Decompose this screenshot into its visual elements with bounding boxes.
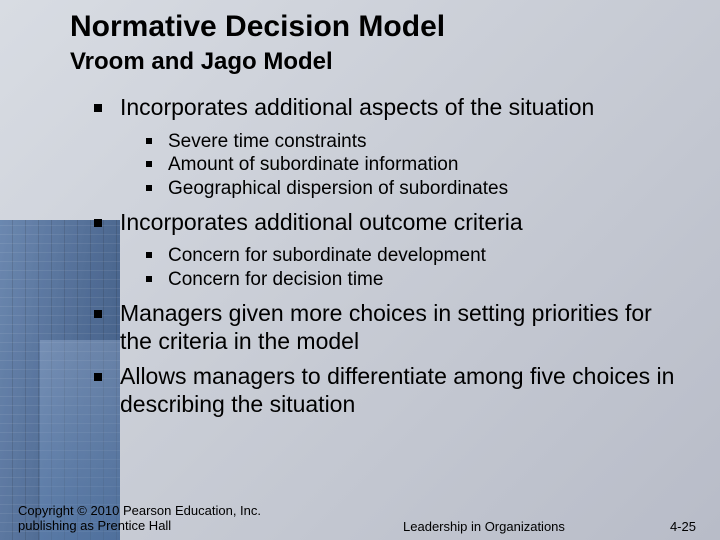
sub-bullet-item: Geographical dispersion of subordinates <box>168 177 690 201</box>
bullet-text: Managers given more choices in setting p… <box>120 300 652 354</box>
bullet-item: Incorporates additional outcome criteria… <box>120 209 690 292</box>
footer-page-number: 4-25 <box>670 519 696 534</box>
bullet-text: Allows managers to differentiate among f… <box>120 363 674 417</box>
sub-bullet-item: Amount of subordinate information <box>168 153 690 177</box>
footer-center-text: Leadership in Organizations <box>403 519 565 534</box>
slide-content: Normative Decision Model Vroom and Jago … <box>0 0 720 418</box>
footer-copyright: Copyright © 2010 Pearson Education, Inc.… <box>18 503 298 534</box>
bullet-text: Incorporates additional outcome criteria <box>120 209 523 235</box>
bullet-item: Managers given more choices in setting p… <box>120 300 690 355</box>
slide-footer: Copyright © 2010 Pearson Education, Inc.… <box>0 503 720 534</box>
bullet-item: Incorporates additional aspects of the s… <box>120 94 690 201</box>
sub-bullet-item: Severe time constraints <box>168 130 690 154</box>
slide-title: Normative Decision Model <box>70 10 690 44</box>
bullet-text: Incorporates additional aspects of the s… <box>120 94 594 120</box>
bullet-item: Allows managers to differentiate among f… <box>120 363 690 418</box>
slide-subtitle: Vroom and Jago Model <box>70 48 690 76</box>
bullet-list-level-1: Incorporates additional aspects of the s… <box>70 94 690 418</box>
bullet-list-level-2: Severe time constraints Amount of subord… <box>120 130 690 201</box>
sub-bullet-item: Concern for subordinate development <box>168 244 690 268</box>
sub-bullet-item: Concern for decision time <box>168 268 690 292</box>
bullet-list-level-2: Concern for subordinate development Conc… <box>120 244 690 292</box>
